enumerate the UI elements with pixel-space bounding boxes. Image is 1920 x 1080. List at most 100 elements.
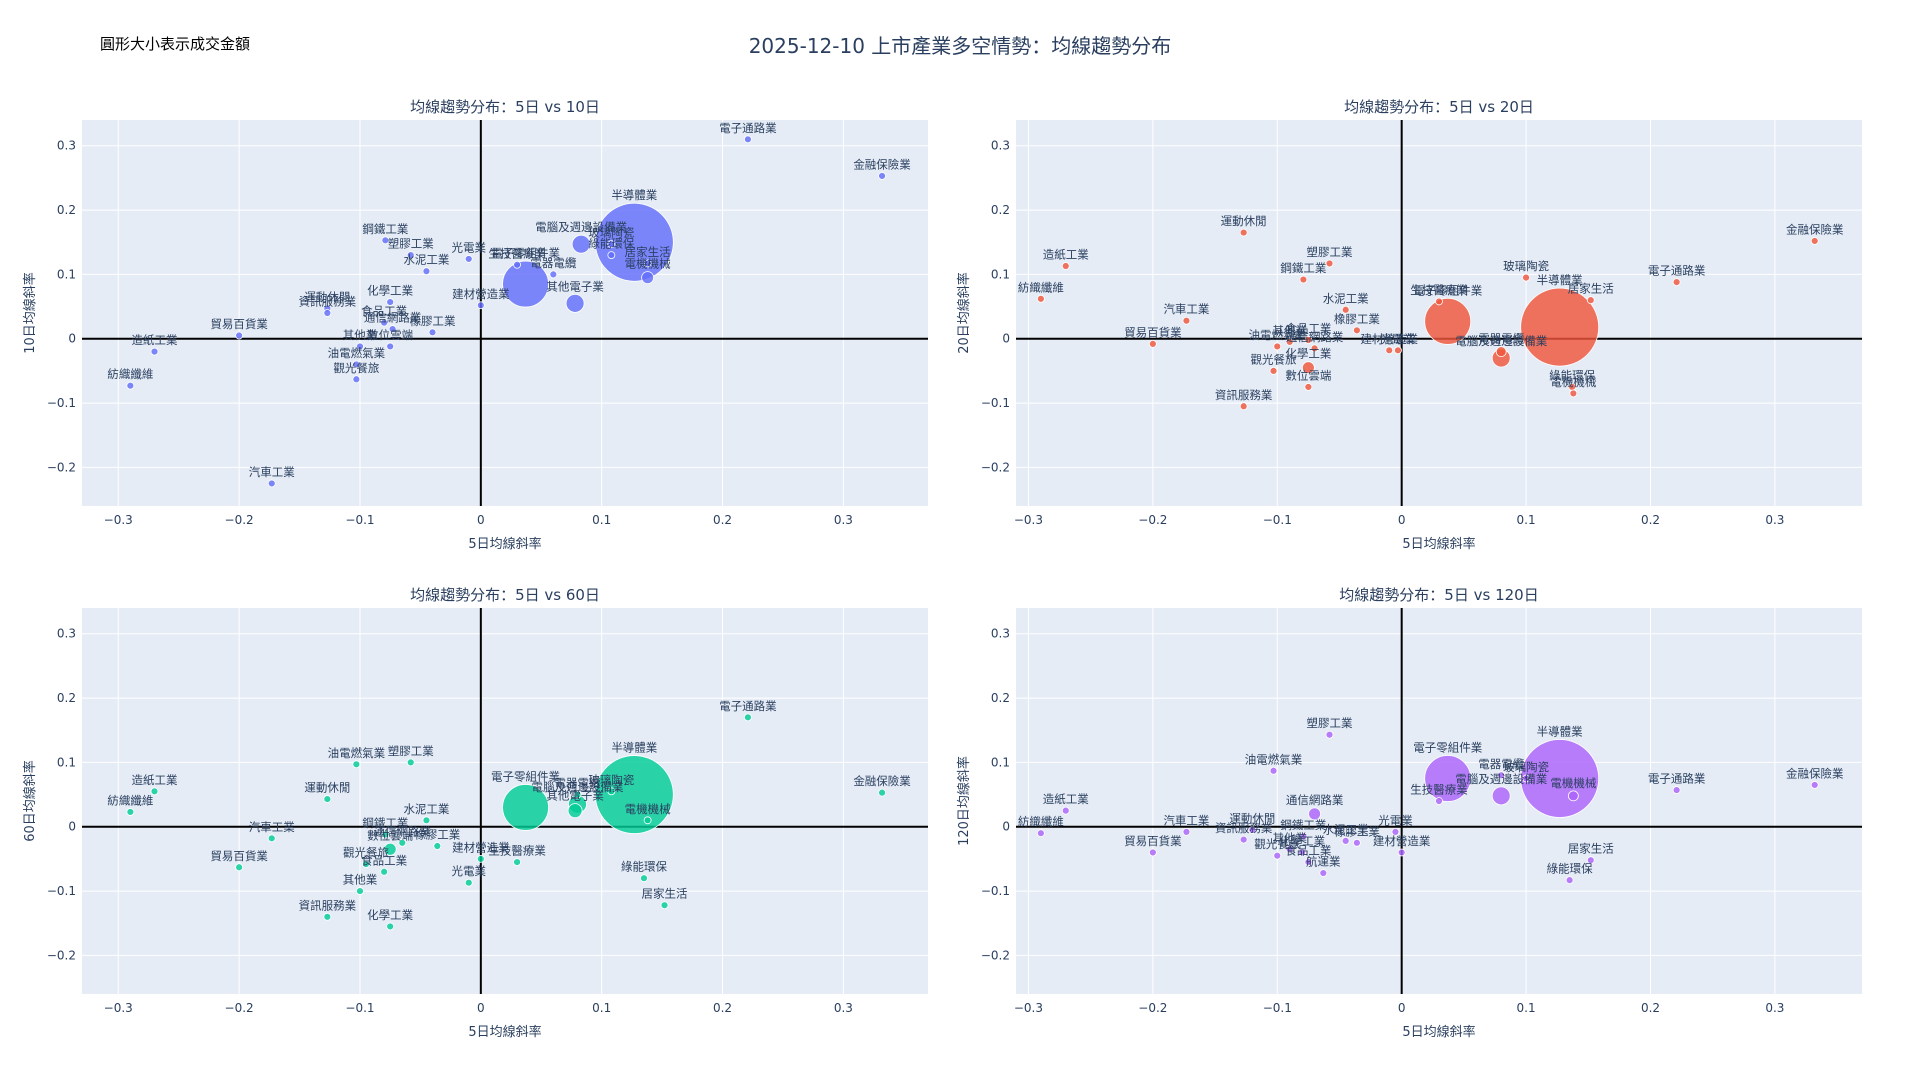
point-label: 其他電子業: [546, 279, 604, 293]
x-tick-label: 0.2: [713, 513, 732, 527]
point-label: 其他業: [343, 328, 378, 342]
point-label: 電腦及週邊設備業: [532, 780, 624, 794]
point-label: 貿易百貨業: [210, 317, 268, 331]
data-point: [1810, 237, 1819, 245]
data-point: [1299, 832, 1308, 841]
data-point: [1239, 402, 1248, 411]
point-label: 塑膠工業: [1307, 245, 1353, 259]
data-point: [126, 381, 135, 390]
point-label: 鋼鐵工業: [1280, 818, 1326, 832]
x-tick-label: 0.1: [1517, 513, 1536, 527]
point-label: 其他業: [343, 873, 378, 887]
point-label: 金融保險業: [853, 774, 911, 788]
point-label: 資訊服務業: [1215, 388, 1273, 402]
point-label: 電腦及週邊設備業: [535, 220, 627, 234]
point-label: 半導體業: [611, 741, 657, 755]
x-tick-label: −0.3: [1014, 1001, 1043, 1015]
subplot-title: 均線趨勢分布：5日 vs 10日: [410, 98, 600, 116]
data-point: [549, 270, 558, 279]
point-label: 居家生活: [625, 245, 671, 259]
data-point: [1182, 316, 1191, 325]
point-label: 資訊服務業: [299, 295, 357, 309]
point-label: 塑膠工業: [388, 744, 434, 758]
data-point: [607, 787, 616, 796]
data-point: [1301, 361, 1315, 375]
point-label: 建材營造業: [1373, 834, 1431, 848]
point-label: 其他業: [1272, 323, 1307, 337]
data-point: [1148, 848, 1157, 857]
data-point: [1569, 389, 1578, 398]
point-label: 電腦及週邊設備業: [1455, 772, 1547, 786]
point-label: 半導體業: [611, 188, 657, 202]
data-point: [1435, 297, 1443, 306]
data-point: [1672, 786, 1681, 794]
point-label: 玻璃陶瓷: [588, 773, 634, 787]
point-label: 油電燃氣業: [1249, 328, 1307, 342]
point-label: 化學工業: [1285, 347, 1331, 361]
point-label: 居家生活: [642, 887, 688, 901]
data-point: [1325, 730, 1334, 739]
point-label: 綠能環保: [588, 237, 634, 251]
data-point: [1565, 876, 1574, 885]
point-label: 貿易百貨業: [210, 849, 268, 863]
point-label: 航運業: [1306, 855, 1341, 869]
x-tick-label: 0.2: [713, 1001, 732, 1015]
data-point: [381, 830, 390, 839]
data-point: [1424, 755, 1472, 802]
data-point: [1304, 858, 1313, 867]
point-label: 其他業: [1272, 831, 1307, 845]
data-point: [464, 878, 473, 887]
point-label: 綠能環保: [1547, 862, 1593, 876]
x-tick-label: −0.3: [104, 1001, 133, 1015]
point-label: 電子通路業: [719, 121, 777, 135]
data-point: [464, 255, 473, 263]
point-label: 紡織纖維: [1018, 815, 1064, 829]
point-label: 通信網路業: [1286, 793, 1344, 807]
point-label: 電器電纜: [1478, 332, 1524, 346]
x-tick-label: −0.1: [345, 513, 374, 527]
point-label: 塑膠工業: [388, 237, 434, 251]
y-axis-title: 120日均線斜率: [956, 756, 972, 846]
data-point: [1397, 848, 1406, 857]
data-point: [640, 874, 648, 883]
data-point: [235, 331, 244, 340]
data-point: [594, 202, 674, 282]
data-point: [1298, 848, 1307, 857]
subplot-2: −0.3 −0.2 −0.1 0 0.1 0.2 0.3 −0.2 −0.1 0 0.1 0.2 0.3…: [956, 98, 1862, 552]
point-label: 運動休閒: [304, 781, 350, 795]
data-point: [323, 309, 332, 317]
x-tick-label: −0.1: [1263, 1001, 1292, 1015]
data-point: [1586, 856, 1595, 865]
y-tick-label: 0: [1002, 332, 1010, 346]
y-tick-label: −0.2: [981, 460, 1010, 474]
y-tick-label: 0.3: [991, 627, 1010, 641]
data-point: [323, 795, 332, 803]
point-label: 居家生活: [1568, 842, 1614, 856]
subplot-title: 均線趨勢分布：5日 vs 20日: [1344, 98, 1534, 116]
y-axis-title: 60日均線斜率: [22, 760, 38, 842]
data-point: [1299, 275, 1308, 284]
point-label: 食品工業: [1285, 322, 1331, 336]
point-label: 橡膠工業: [409, 314, 455, 328]
point-label: 電子通路業: [1648, 264, 1706, 278]
data-point: [607, 251, 616, 260]
data-point: [1341, 836, 1350, 845]
point-label: 汽車工業: [1163, 302, 1209, 316]
data-point: [1522, 273, 1530, 282]
point-label: 紡織纖維: [107, 793, 153, 807]
point-label: 生技醫療業: [488, 246, 546, 260]
data-point: [1273, 342, 1282, 351]
data-point: [386, 298, 395, 306]
point-label: 橡膠工業: [1334, 312, 1380, 326]
x-axis-title: 5日均線斜率: [468, 1024, 541, 1040]
point-label: 食品工業: [361, 853, 407, 867]
point-label: 數位雲端: [1285, 368, 1331, 382]
point-label: 造紙工業: [132, 773, 178, 787]
data-point: [352, 360, 361, 369]
data-point: [1567, 790, 1579, 802]
point-label: 鋼鐵工業: [1280, 261, 1326, 275]
y-tick-label: −0.1: [981, 884, 1010, 898]
x-tick-label: 0.1: [592, 513, 611, 527]
y-tick-label: 0.1: [991, 755, 1010, 769]
data-point: [1148, 339, 1157, 348]
